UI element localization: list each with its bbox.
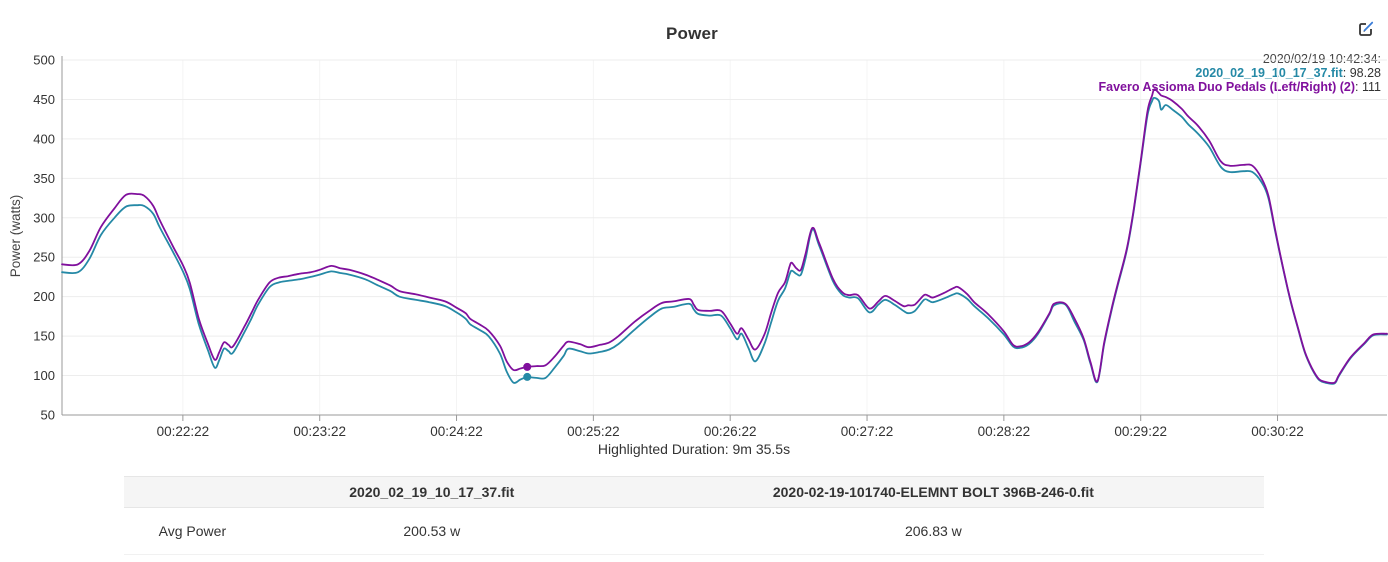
legend-entry-0-name: 2020_02_19_10_17_37.fit <box>1195 66 1343 80</box>
avg-power-file1: 200.53 w <box>403 523 461 539</box>
legend-entry-1-name: Favero Assioma Duo Pedals (Left/Right) (… <box>1098 80 1356 94</box>
chart-title: Power <box>665 24 719 43</box>
avg-power-file2: 206.83 w <box>904 523 962 539</box>
svg-text:250: 250 <box>33 250 55 265</box>
legend-entry-1-value: : 111 <box>1355 80 1381 94</box>
chart-legend: 2020/02/19 10:42:34: 2020_02_19_10_17_37… <box>1099 52 1381 94</box>
legend-entry-file2[interactable]: Favero Assioma Duo Pedals (Left/Right) (… <box>1099 80 1381 94</box>
svg-text:350: 350 <box>33 171 55 186</box>
svg-text:00:24:22: 00:24:22 <box>430 424 483 439</box>
svg-text:00:25:22: 00:25:22 <box>567 424 620 439</box>
svg-text:00:28:22: 00:28:22 <box>978 424 1031 439</box>
svg-text:00:26:22: 00:26:22 <box>704 424 757 439</box>
svg-text:100: 100 <box>33 368 55 383</box>
highlighted-duration-label: Highlighted Duration: 9m 35.5s <box>597 441 791 457</box>
header-cell-file2: 2020-02-19-101740-ELEMNT BOLT 396B-246-0… <box>772 484 1094 500</box>
header-cell-file1: 2020_02_19_10_17_37.fit <box>349 484 515 500</box>
legend-entry-file1[interactable]: 2020_02_19_10_17_37.fit: 98.28 <box>1099 66 1381 80</box>
svg-text:50: 50 <box>41 408 55 423</box>
svg-text:150: 150 <box>33 329 55 344</box>
comparison-table-header: 2020_02_19_10_17_37.fit 2020-02-19-10174… <box>124 476 1264 508</box>
legend-entry-0-value: : 98.28 <box>1342 66 1381 80</box>
edit-icon <box>1358 21 1373 36</box>
svg-text:00:30:22: 00:30:22 <box>1251 424 1304 439</box>
svg-text:00:29:22: 00:29:22 <box>1114 424 1167 439</box>
svg-text:00:23:22: 00:23:22 <box>293 424 346 439</box>
legend-timestamp: 2020/02/19 10:42:34: <box>1262 52 1381 66</box>
header-cell-empty <box>124 477 261 507</box>
svg-text:400: 400 <box>33 131 55 146</box>
svg-text:00:22:22: 00:22:22 <box>157 424 210 439</box>
table-row: Avg Power 200.53 w 206.83 w <box>124 508 1264 555</box>
edit-chart-button[interactable] <box>1357 20 1375 38</box>
power-chart-plot[interactable]: 00:22:22 00:23:22 00:24:22 00:25:22 00:26:22… <box>0 0 1388 460</box>
svg-text:450: 450 <box>33 92 55 107</box>
comparison-table: 2020_02_19_10_17_37.fit 2020-02-19-10174… <box>124 476 1264 555</box>
row-label-avg-power: Avg Power <box>158 523 227 539</box>
svg-text:00:27:22: 00:27:22 <box>841 424 894 439</box>
svg-text:200: 200 <box>33 289 55 304</box>
svg-text:500: 500 <box>33 53 55 68</box>
svg-text:300: 300 <box>33 210 55 225</box>
